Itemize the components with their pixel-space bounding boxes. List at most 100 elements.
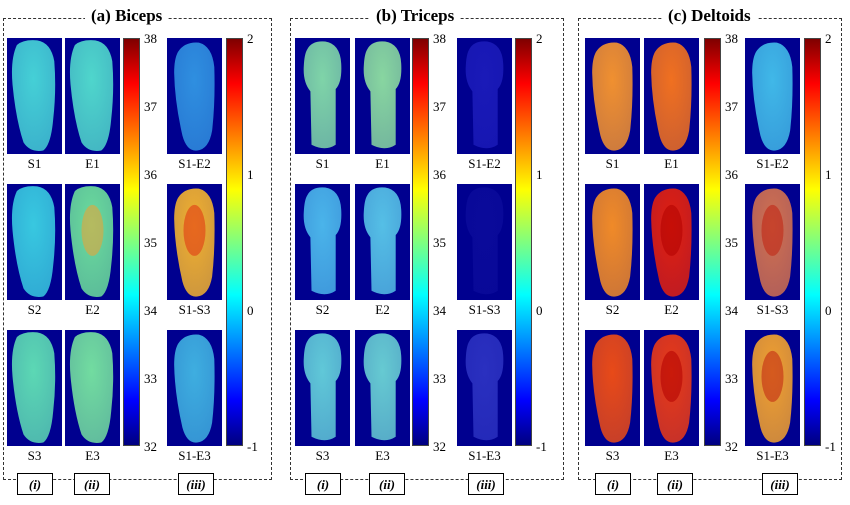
difference-image (457, 38, 512, 154)
colorbar-tick: 37 (144, 99, 157, 114)
colorbar-tick: -1 (825, 439, 836, 454)
image-label: S2 (605, 302, 620, 317)
colorbar-tick: 37 (725, 99, 738, 114)
colorbar-tick: 32 (433, 439, 446, 454)
colorbar-tick: 34 (433, 303, 446, 318)
colorbar-tick: 1 (825, 167, 832, 182)
image-label: S3 (605, 448, 620, 463)
difference-image (457, 184, 512, 300)
difference-image (457, 330, 512, 446)
image-label: E2 (664, 302, 679, 317)
thermal-image (65, 330, 120, 446)
image-label: S1 (605, 156, 620, 171)
colorbar-tick: 35 (433, 235, 446, 250)
difference-colorbar (804, 38, 821, 446)
colorbar-tick: 35 (144, 235, 157, 250)
difference-label: S1-E3 (756, 448, 789, 463)
image-label: S1 (315, 156, 330, 171)
column-label: (ii) (657, 473, 693, 495)
difference-label: S1-E3 (468, 448, 501, 463)
thermal-image (7, 184, 62, 300)
colorbar-tick: 38 (433, 31, 446, 46)
colorbar-tick: 2 (247, 31, 254, 46)
thermal-image (644, 330, 699, 446)
thermal-image (295, 38, 350, 154)
thermal-image (644, 184, 699, 300)
panel-title: (b) Triceps (370, 6, 461, 26)
difference-image (745, 184, 800, 300)
thermal-image (644, 38, 699, 154)
colorbar-tick: 34 (144, 303, 157, 318)
thermal-image (355, 184, 410, 300)
colorbar-tick: 32 (144, 439, 157, 454)
image-label: E2 (375, 302, 390, 317)
colorbar-tick: 1 (536, 167, 543, 182)
temperature-colorbar (123, 38, 140, 446)
image-label: S2 (315, 302, 330, 317)
colorbar-tick: 2 (825, 31, 832, 46)
thermal-image (7, 38, 62, 154)
thermal-image (65, 184, 120, 300)
colorbar-tick: 0 (825, 303, 832, 318)
column-label: (i) (305, 473, 341, 495)
panel-title: (c) Deltoids (662, 6, 757, 26)
thermal-image (7, 330, 62, 446)
thermal-image (585, 330, 640, 446)
colorbar-tick: 33 (433, 371, 446, 386)
column-label: (ii) (74, 473, 110, 495)
colorbar-tick: 2 (536, 31, 543, 46)
panel-title: (a) Biceps (85, 6, 169, 26)
difference-label: S1-E2 (756, 156, 789, 171)
colorbar-tick: 35 (725, 235, 738, 250)
colorbar-tick: 36 (144, 167, 157, 182)
difference-colorbar (515, 38, 532, 446)
image-label: E3 (85, 448, 100, 463)
colorbar-tick: 1 (247, 167, 254, 182)
thermal-image (65, 38, 120, 154)
difference-label: S1-E2 (468, 156, 501, 171)
colorbar-tick: 33 (725, 371, 738, 386)
difference-label: S1-S3 (178, 302, 211, 317)
colorbar-tick: -1 (536, 439, 547, 454)
column-label: (i) (595, 473, 631, 495)
colorbar-tick: 36 (725, 167, 738, 182)
image-label: S2 (27, 302, 42, 317)
temperature-colorbar (412, 38, 429, 446)
image-label: S3 (27, 448, 42, 463)
column-label: (iii) (468, 473, 504, 495)
colorbar-tick: 38 (725, 31, 738, 46)
image-label: E1 (85, 156, 100, 171)
colorbar-tick: 33 (144, 371, 157, 386)
colorbar-tick: 32 (725, 439, 738, 454)
difference-image (167, 184, 222, 300)
difference-label: S1-S3 (468, 302, 501, 317)
difference-label: S1-E2 (178, 156, 211, 171)
difference-label: S1-S3 (756, 302, 789, 317)
thermal-image (295, 184, 350, 300)
colorbar-tick: 38 (144, 31, 157, 46)
colorbar-tick: 0 (536, 303, 543, 318)
image-label: E1 (375, 156, 390, 171)
thermal-image (585, 184, 640, 300)
colorbar-tick: 37 (433, 99, 446, 114)
thermal-image (355, 330, 410, 446)
column-label: (ii) (369, 473, 405, 495)
difference-image (167, 38, 222, 154)
colorbar-tick: -1 (247, 439, 258, 454)
image-label: S3 (315, 448, 330, 463)
image-label: E3 (375, 448, 390, 463)
image-label: E1 (664, 156, 679, 171)
column-label: (iii) (178, 473, 214, 495)
difference-colorbar (226, 38, 243, 446)
image-label: E3 (664, 448, 679, 463)
thermal-image (355, 38, 410, 154)
column-label: (iii) (762, 473, 798, 495)
difference-image (745, 38, 800, 154)
colorbar-tick: 36 (433, 167, 446, 182)
column-label: (i) (17, 473, 53, 495)
difference-image (745, 330, 800, 446)
temperature-colorbar (704, 38, 721, 446)
colorbar-tick: 34 (725, 303, 738, 318)
thermal-image (295, 330, 350, 446)
colorbar-tick: 0 (247, 303, 254, 318)
